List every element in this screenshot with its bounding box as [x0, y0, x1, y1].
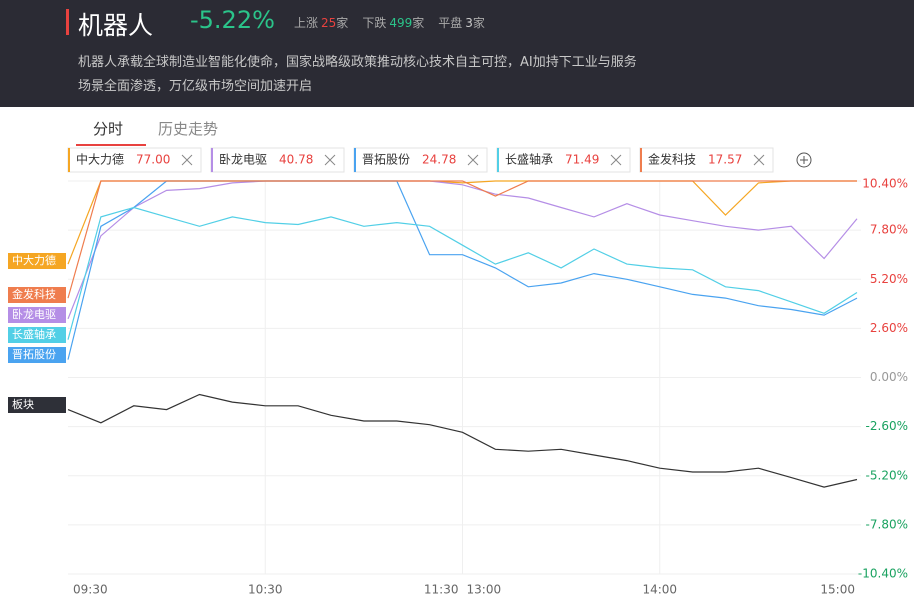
series-tag-label: 卧龙电驱 — [12, 308, 56, 321]
chip-price: 77.00 — [136, 153, 170, 167]
series-tag — [8, 347, 66, 363]
x-tick-label: 10:30 — [248, 583, 283, 597]
chip[interactable] — [210, 147, 345, 173]
x-tick-label: 11:30 — [424, 583, 459, 597]
tab-underline — [76, 144, 146, 146]
close-icon[interactable] — [467, 154, 479, 166]
chip-price: 71.49 — [565, 153, 599, 167]
x-tick-label: 13:00 — [467, 583, 502, 597]
x-tick-label: 14:00 — [642, 583, 677, 597]
series-tag — [8, 253, 66, 269]
chip-accent — [68, 148, 70, 172]
stat-label: 上涨 — [294, 16, 319, 30]
x-tick-label: 15:00 — [820, 583, 855, 597]
y-tick-label: 2.60% — [870, 321, 908, 335]
chip-price: 17.57 — [708, 153, 742, 167]
chip-name: 中大力德 — [76, 152, 124, 167]
close-icon[interactable] — [324, 154, 336, 166]
chip[interactable] — [67, 147, 202, 173]
header: 机器人 -5.22% 上涨 25家 下跌 499家 平盘 3家 机器人承载全球制造业智能化… — [0, 0, 914, 107]
y-tick-label: -10.40% — [858, 567, 908, 581]
close-icon[interactable] — [610, 154, 622, 166]
series-tag-label: 金发科技 — [12, 287, 56, 301]
add-icon-plus — [800, 156, 808, 164]
title: 机器人 — [78, 11, 154, 40]
series-tag-label: 长盛轴承 — [12, 327, 56, 341]
chip-accent — [497, 148, 499, 172]
chip-name: 卧龙电驱 — [219, 153, 267, 167]
y-tick-label: -5.20% — [866, 468, 908, 482]
chip-accent — [354, 148, 356, 172]
chip[interactable] — [353, 147, 488, 173]
stat-count: 25 — [321, 16, 337, 30]
chip-accent — [211, 148, 213, 172]
close-icon[interactable] — [181, 154, 193, 166]
y-tick-label: 5.20% — [870, 272, 908, 286]
stat-label: 下跌 — [362, 16, 387, 30]
stat-label: 平盘 — [438, 16, 463, 30]
series-tag — [8, 397, 66, 413]
stat-unit: 家 — [472, 16, 485, 30]
series-tag-label: 晋拓股份 — [12, 347, 56, 361]
y-tick-label: 0.00% — [870, 370, 908, 384]
stat-count: 499 — [389, 16, 413, 30]
x-tick-label: 09:30 — [73, 583, 108, 597]
tab[interactable]: 分时 — [93, 120, 124, 138]
chip-price: 24.78 — [422, 153, 456, 167]
chip-accent — [640, 148, 642, 172]
stat: 上涨 25家 — [294, 14, 348, 31]
series-line — [67, 180, 858, 320]
chip-price: 40.78 — [279, 153, 313, 167]
change: -5.22% — [190, 6, 275, 34]
series-line — [67, 206, 858, 340]
series-tag-label: 中大力德 — [12, 253, 56, 267]
series-tag — [8, 327, 66, 343]
series-line — [67, 180, 857, 299]
accent — [66, 9, 69, 35]
tab[interactable]: 历史走势 — [158, 120, 219, 138]
chip-name: 长盛轴承 — [505, 152, 553, 167]
stats: 上涨 25家 下跌 499家 平盘 3家 — [294, 14, 485, 31]
chip[interactable] — [639, 147, 774, 173]
stat: 平盘 3家 — [438, 14, 485, 31]
chip-name: 金发科技 — [648, 152, 696, 167]
stat-count: 3 — [465, 16, 473, 30]
y-tick-label: -2.60% — [866, 419, 908, 433]
series-tag — [8, 307, 66, 323]
stat-unit: 家 — [412, 16, 425, 30]
y-tick-label: 7.80% — [870, 223, 908, 237]
series-tag — [8, 287, 66, 303]
description: 场景全面渗透，万亿级市场空间加速开启 — [78, 79, 313, 94]
description: 机器人承载全球制造业智能化使命，国家战略级政策推动核心技术自主可控，AI加持下工… — [78, 55, 637, 70]
add-icon[interactable] — [796, 152, 812, 168]
close-icon[interactable] — [753, 154, 765, 166]
y-tick-label: 10.40% — [862, 177, 908, 191]
stat: 下跌 499家 — [362, 14, 424, 31]
y-tick-label: -7.80% — [866, 517, 908, 531]
series-line — [67, 393, 858, 488]
series-tag-label: 板块 — [12, 397, 34, 411]
chip-name: 晋拓股份 — [362, 153, 410, 167]
stat-unit: 家 — [336, 16, 349, 30]
